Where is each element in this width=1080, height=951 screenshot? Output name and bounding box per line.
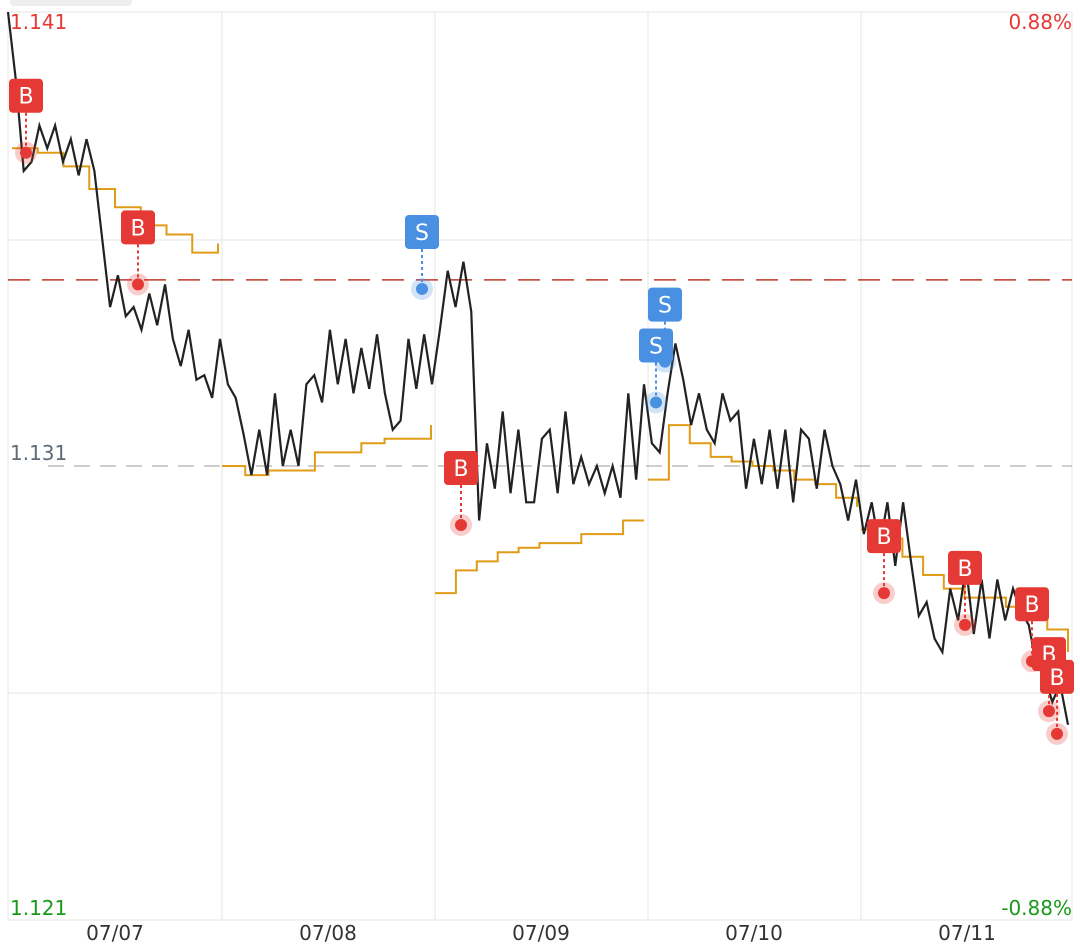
sell-marker: S — [639, 328, 673, 414]
top-scroll-indicator — [10, 0, 132, 6]
pct-low-label: -0.88% — [1001, 896, 1072, 920]
x-tick-label: 07/10 — [725, 921, 783, 945]
marker-dot — [20, 146, 32, 159]
price-low-label: 1.121 — [10, 896, 67, 920]
buy-marker: B — [867, 519, 901, 605]
marker-dot — [1051, 727, 1063, 740]
marker-box — [639, 328, 673, 363]
marker-dot — [1043, 705, 1055, 718]
buy-marker: B — [948, 550, 982, 636]
buy-marker: B — [9, 78, 43, 164]
x-tick-label: 07/11 — [938, 921, 996, 945]
marker-box — [1040, 659, 1074, 694]
marker-label: S — [649, 334, 663, 359]
chart-series — [6, 11, 1070, 725]
average-line — [435, 519, 644, 595]
average-line — [648, 424, 858, 507]
price-line — [6, 11, 1070, 725]
marker-label: B — [130, 216, 145, 241]
marker-box — [405, 214, 439, 249]
x-tick-label: 07/08 — [299, 921, 357, 945]
average-line — [12, 147, 219, 254]
marker-box — [444, 451, 478, 486]
marker-label: B — [957, 557, 972, 582]
price-high-label: 1.141 — [10, 10, 67, 34]
marker-label: B — [1049, 666, 1064, 691]
marker-box — [648, 287, 682, 322]
marker-label: S — [658, 294, 672, 319]
marker-box — [867, 519, 901, 554]
marker-dot — [650, 396, 662, 409]
reference-lines — [8, 279, 1072, 467]
marker-label: B — [18, 85, 33, 110]
marker-label: S — [415, 221, 429, 246]
price-mid-label: 1.131 — [10, 441, 67, 465]
chart-grid — [7, 11, 1073, 921]
marker-dot — [455, 519, 467, 532]
marker-label: B — [876, 525, 891, 550]
average-line — [222, 425, 432, 477]
x-tick-label: 07/09 — [512, 921, 570, 945]
marker-box — [1015, 587, 1049, 622]
buy-marker: B — [121, 210, 155, 296]
marker-dot — [878, 587, 890, 600]
marker-dot — [132, 278, 144, 291]
marker-label: B — [1024, 593, 1039, 618]
marker-box — [121, 210, 155, 245]
x-tick-label: 07/07 — [86, 921, 144, 945]
marker-dot — [416, 282, 428, 295]
marker-box — [9, 78, 43, 113]
buy-marker: B — [444, 451, 478, 537]
pct-high-label: 0.88% — [1008, 10, 1072, 34]
sell-marker: S — [405, 214, 439, 300]
marker-label: B — [453, 457, 468, 482]
x-axis-labels: 07/07 07/08 07/09 07/10 07/11 — [86, 921, 996, 945]
buy-marker: B — [1040, 659, 1074, 745]
marker-box — [948, 550, 982, 585]
marker-dot — [959, 618, 971, 631]
